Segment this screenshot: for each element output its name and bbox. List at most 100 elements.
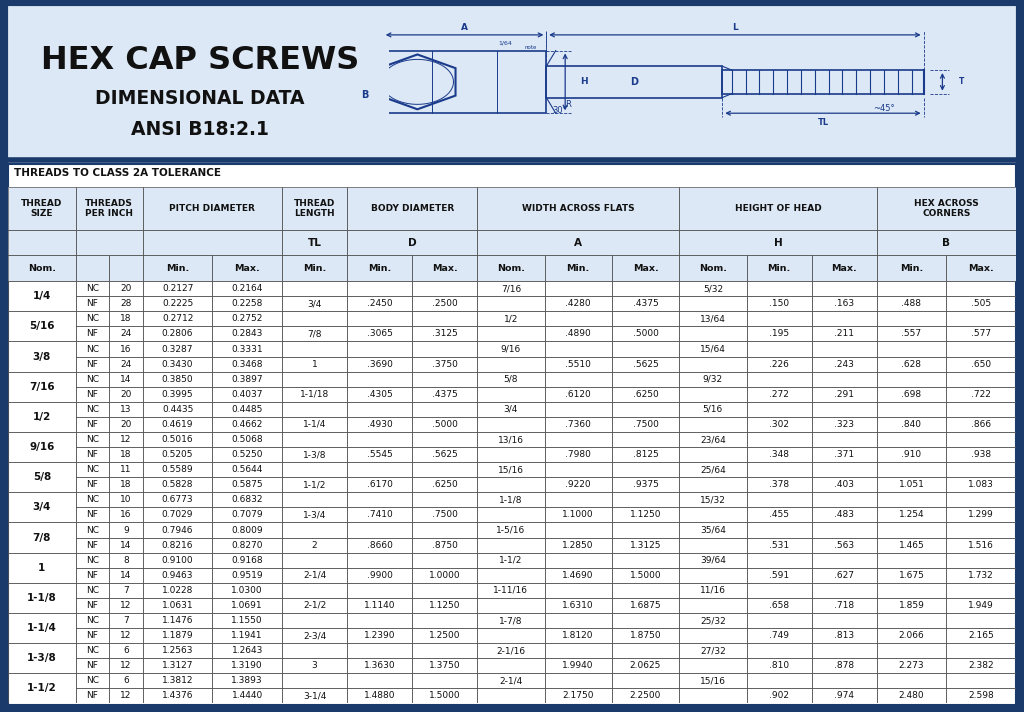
Text: Max.: Max.	[831, 263, 857, 273]
Text: 2-1/4: 2-1/4	[303, 571, 326, 580]
Text: 0.2712: 0.2712	[162, 314, 194, 323]
Text: 13: 13	[120, 405, 132, 414]
Bar	[946, 256, 1016, 281]
Text: 1/64: 1/64	[499, 41, 512, 46]
Text: A: A	[461, 23, 468, 31]
Text: 1-1/2: 1-1/2	[27, 684, 56, 693]
Text: NC: NC	[86, 375, 99, 384]
Text: .7500: .7500	[633, 420, 658, 429]
Text: 1.4690: 1.4690	[562, 571, 594, 580]
Text: .7410: .7410	[367, 511, 392, 520]
Text: 0.5589: 0.5589	[162, 465, 194, 474]
Text: 0.9463: 0.9463	[162, 571, 194, 580]
Text: 0.5828: 0.5828	[162, 481, 194, 489]
Text: 14: 14	[121, 375, 132, 384]
Text: NF: NF	[86, 691, 98, 701]
Bar	[8, 164, 1016, 705]
Text: Nom.: Nom.	[698, 263, 727, 273]
Text: 0.2752: 0.2752	[231, 314, 263, 323]
Text: 1.1476: 1.1476	[162, 616, 194, 625]
Text: NF: NF	[86, 299, 98, 308]
Text: .722: .722	[971, 389, 991, 399]
Text: NC: NC	[86, 345, 99, 354]
Text: 18: 18	[120, 450, 132, 459]
Text: TL: TL	[817, 118, 828, 127]
Bar	[142, 231, 282, 256]
Text: 1-1/18: 1-1/18	[300, 389, 329, 399]
Text: 7: 7	[123, 586, 129, 595]
Text: Max.: Max.	[432, 263, 458, 273]
Text: .6250: .6250	[432, 481, 458, 489]
Bar	[76, 231, 142, 256]
Text: R: R	[565, 100, 571, 110]
Text: 2.480: 2.480	[899, 691, 925, 701]
Text: 1.3630: 1.3630	[364, 661, 395, 670]
Text: WIDTH ACROSS FLATS: WIDTH ACROSS FLATS	[522, 204, 635, 213]
Text: 35/64: 35/64	[700, 525, 726, 535]
Text: 1-3/4: 1-3/4	[303, 511, 327, 520]
Text: 5/8: 5/8	[33, 472, 51, 482]
Text: 24: 24	[121, 330, 132, 338]
Text: 0.5205: 0.5205	[162, 450, 194, 459]
Text: 12: 12	[121, 435, 132, 444]
Text: 1.2643: 1.2643	[231, 646, 263, 655]
Text: 1.1941: 1.1941	[231, 631, 263, 640]
Bar	[812, 256, 877, 281]
Text: 1.8750: 1.8750	[630, 631, 662, 640]
Text: 15/32: 15/32	[700, 496, 726, 504]
Text: .902: .902	[769, 691, 790, 701]
Text: 1.051: 1.051	[898, 481, 925, 489]
Text: .9900: .9900	[367, 571, 392, 580]
Text: 0.2127: 0.2127	[162, 284, 194, 293]
Text: .658: .658	[769, 601, 790, 610]
Text: .5625: .5625	[633, 360, 658, 369]
Text: 15/64: 15/64	[700, 345, 726, 354]
Text: 0.3468: 0.3468	[231, 360, 263, 369]
Text: 1-11/16: 1-11/16	[494, 586, 528, 595]
Text: 1.254: 1.254	[899, 511, 925, 520]
Text: .4375: .4375	[432, 389, 458, 399]
Text: .7360: .7360	[565, 420, 591, 429]
Text: .4375: .4375	[633, 299, 658, 308]
Text: .4305: .4305	[367, 389, 392, 399]
Text: 1.1879: 1.1879	[162, 631, 194, 640]
Text: .974: .974	[835, 691, 854, 701]
Text: 2.1750: 2.1750	[562, 691, 594, 701]
Text: Min.: Min.	[166, 263, 189, 273]
Text: 1.9940: 1.9940	[562, 661, 594, 670]
Text: 1.5000: 1.5000	[429, 691, 461, 701]
Text: 0.2225: 0.2225	[162, 299, 194, 308]
Text: ~45°: ~45°	[873, 104, 895, 113]
Bar	[877, 187, 1016, 231]
Text: 2-1/16: 2-1/16	[497, 646, 525, 655]
Text: note: note	[524, 45, 537, 50]
Text: 0.7029: 0.7029	[162, 511, 194, 520]
Text: 1.2500: 1.2500	[429, 631, 461, 640]
Text: Nom.: Nom.	[497, 263, 525, 273]
Text: .5625: .5625	[432, 450, 458, 459]
Text: 0.5875: 0.5875	[231, 481, 263, 489]
Text: 15/16: 15/16	[498, 465, 524, 474]
Text: .6120: .6120	[565, 389, 591, 399]
Text: BODY DIAMETER: BODY DIAMETER	[371, 204, 454, 213]
Text: 1.3127: 1.3127	[162, 661, 194, 670]
Text: 16: 16	[120, 511, 132, 520]
Text: Max.: Max.	[234, 263, 260, 273]
Text: .3690: .3690	[367, 360, 392, 369]
Text: NC: NC	[86, 586, 99, 595]
Text: .272: .272	[769, 389, 788, 399]
Text: 0.4662: 0.4662	[231, 420, 263, 429]
Text: 24: 24	[121, 360, 132, 369]
Text: 15/16: 15/16	[699, 676, 726, 686]
Bar	[347, 187, 477, 231]
Text: .8660: .8660	[367, 540, 392, 550]
Text: .591: .591	[769, 571, 790, 580]
Bar	[282, 231, 347, 256]
Text: Min.: Min.	[767, 263, 791, 273]
Text: 2: 2	[311, 540, 317, 550]
Text: TL: TL	[307, 238, 322, 248]
Text: .7500: .7500	[432, 511, 458, 520]
Text: NF: NF	[86, 420, 98, 429]
Text: Min.: Min.	[303, 263, 326, 273]
Text: 0.2843: 0.2843	[231, 330, 263, 338]
